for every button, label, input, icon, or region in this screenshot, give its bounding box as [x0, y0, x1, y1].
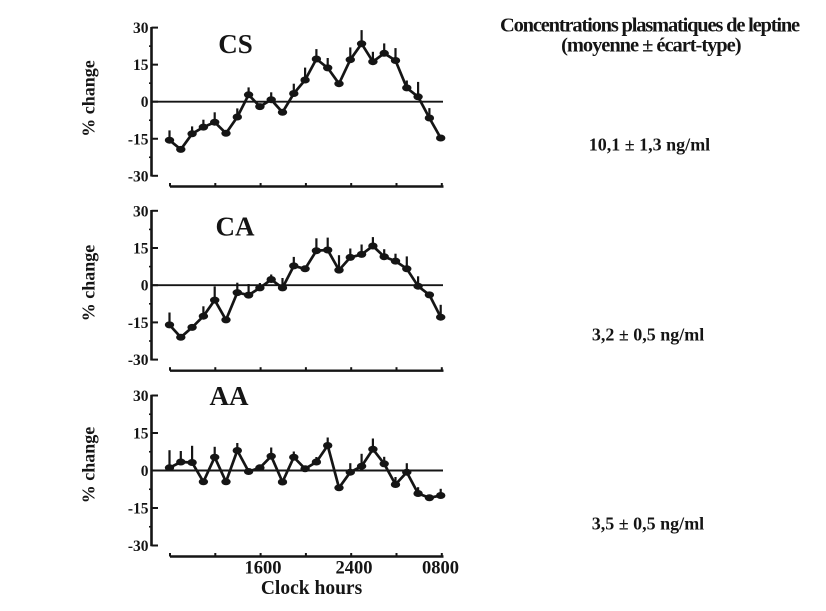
svg-text:Concentrations plasmatiques de: Concentrations plasmatiques de leptine	[500, 15, 800, 37]
svg-text:0: 0	[141, 94, 149, 111]
svg-text:2400: 2400	[336, 558, 373, 578]
svg-text:% change: % change	[79, 60, 99, 137]
svg-text:-15: -15	[128, 315, 149, 332]
svg-text:-15: -15	[128, 131, 149, 148]
svg-text:0: 0	[141, 463, 149, 480]
svg-text:Clock hours: Clock hours	[261, 578, 363, 599]
svg-text:10,1 ± 1,3 ng/ml: 10,1 ± 1,3 ng/ml	[589, 135, 710, 155]
svg-text:30: 30	[133, 203, 149, 220]
svg-text:3,5 ± 0,5 ng/ml: 3,5 ± 0,5 ng/ml	[592, 514, 704, 534]
svg-text:-30: -30	[128, 538, 149, 555]
svg-text:0800: 0800	[422, 558, 459, 578]
svg-text:0: 0	[141, 278, 149, 295]
svg-text:-30: -30	[128, 352, 149, 369]
svg-text:-30: -30	[128, 168, 149, 185]
svg-text:15: 15	[133, 241, 149, 258]
svg-text:15: 15	[133, 426, 149, 443]
svg-text:30: 30	[133, 388, 149, 405]
svg-text:% change: % change	[79, 427, 99, 504]
svg-text:1600: 1600	[245, 558, 282, 578]
svg-text:CS: CS	[218, 29, 253, 59]
svg-text:% change: % change	[79, 245, 99, 322]
svg-text:AA: AA	[210, 381, 249, 411]
svg-text:(moyenne ± écart-type): (moyenne ± écart-type)	[561, 35, 741, 57]
svg-text:30: 30	[133, 20, 149, 37]
svg-text:CA: CA	[216, 212, 255, 242]
svg-text:3,2 ± 0,5 ng/ml: 3,2 ± 0,5 ng/ml	[592, 324, 704, 344]
svg-text:15: 15	[133, 57, 149, 74]
svg-text:-15: -15	[128, 501, 149, 518]
